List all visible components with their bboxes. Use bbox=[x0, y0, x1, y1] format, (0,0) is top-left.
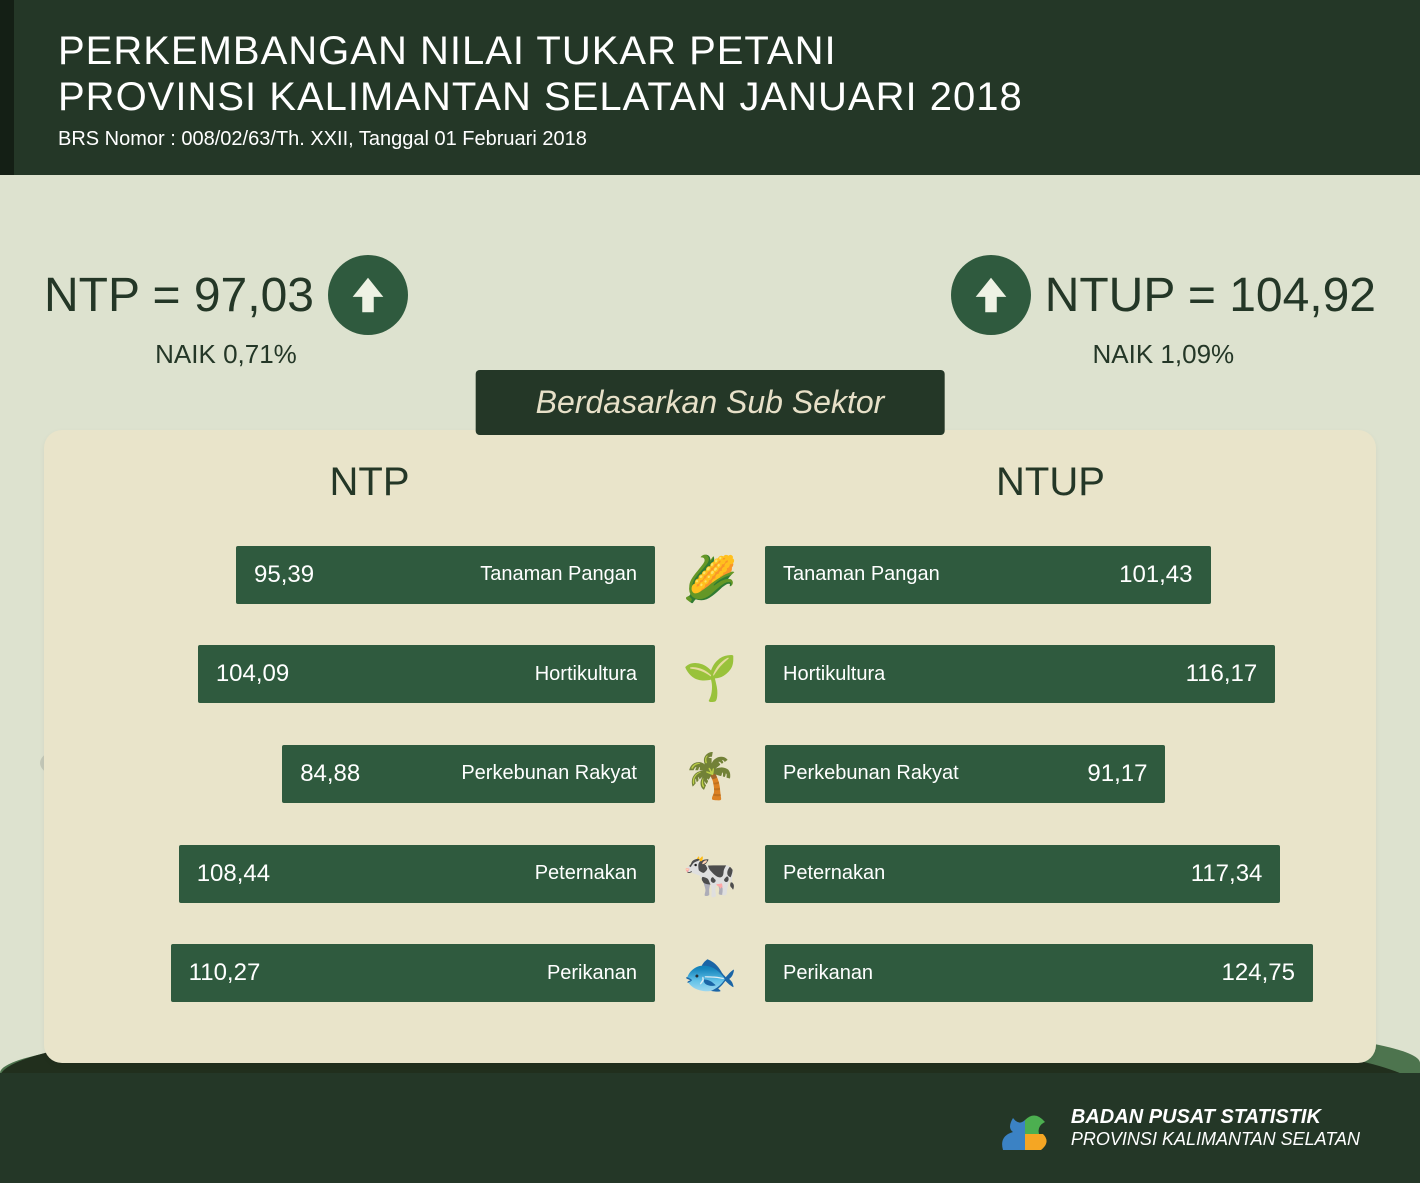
bars-ntp: 95,39 Tanaman Pangan 104,09 Hortikultura 84,… bbox=[84, 525, 655, 1023]
ntp-value: 110,27 bbox=[189, 959, 261, 987]
title: PERKEMBANGAN NILAI TUKAR PETANI PROVINSI… bbox=[58, 28, 1376, 120]
ntup-bar: Peternakan 117,34 bbox=[765, 845, 1280, 903]
ntup-value: 116,17 bbox=[1186, 660, 1258, 688]
bars-ntup: Tanaman Pangan 101,43 Hortikultura 116,17 Pe… bbox=[765, 525, 1336, 1023]
sector-icon: 🐟 bbox=[670, 945, 750, 1003]
ntup-value: 124,75 bbox=[1222, 959, 1295, 987]
sector-icon: 🌽 bbox=[670, 550, 750, 608]
ntp-value: 95,39 bbox=[254, 561, 314, 589]
subsector-panel: NTP 95,39 Tanaman Pangan 104,09 Hortikultur… bbox=[44, 430, 1376, 1063]
footer-text: BADAN PUSAT STATISTIK PROVINSI KALIMANTA… bbox=[1071, 1105, 1360, 1151]
ntup-bar: Perikanan 124,75 bbox=[765, 944, 1313, 1002]
ntp-bar: 104,09 Hortikultura bbox=[198, 645, 655, 703]
ntp-value: 108,44 bbox=[197, 860, 270, 888]
col-ntup-title: NTUP bbox=[765, 460, 1336, 505]
ntup-label: Tanaman Pangan bbox=[783, 563, 940, 586]
col-ntp: NTP 95,39 Tanaman Pangan 104,09 Hortikultur… bbox=[84, 460, 655, 1023]
kpi-ntp-change: NAIK 0,71% bbox=[44, 339, 408, 370]
col-ntup: NTUP Tanaman Pangan 101,43 Hortikultura 116… bbox=[765, 460, 1336, 1023]
bar-row: Tanaman Pangan 101,43 bbox=[765, 546, 1336, 604]
title-line-1: PERKEMBANGAN NILAI TUKAR PETANI bbox=[58, 29, 837, 73]
ntp-bar: 110,27 Perikanan bbox=[171, 944, 655, 1002]
bar-row: Perikanan 124,75 bbox=[765, 944, 1336, 1002]
ntup-bar: Perkebunan Rakyat 91,17 bbox=[765, 745, 1165, 803]
title-line-2: PROVINSI KALIMANTAN SELATAN JANUARI 2018 bbox=[58, 75, 1023, 119]
ntp-label: Hortikultura bbox=[535, 663, 637, 686]
header: PERKEMBANGAN NILAI TUKAR PETANI PROVINSI… bbox=[0, 0, 1420, 175]
footer-line-2: PROVINSI KALIMANTAN SELATAN bbox=[1071, 1129, 1360, 1151]
ntp-bar: 84,88 Perkebunan Rakyat bbox=[282, 745, 655, 803]
ntp-label: Perkebunan Rakyat bbox=[461, 762, 637, 785]
kpi-ntup-value: NTUP = 104,92 bbox=[1045, 268, 1376, 323]
ntp-label: Peternakan bbox=[535, 862, 637, 885]
ntup-label: Perikanan bbox=[783, 962, 873, 985]
ntp-value: 104,09 bbox=[216, 660, 289, 688]
ntup-label: Perkebunan Rakyat bbox=[783, 762, 959, 785]
kpi-row: NTP = 97,03 NAIK 0,71% NTUP = 104,92 NAI… bbox=[0, 175, 1420, 370]
bar-row: Perkebunan Rakyat 91,17 bbox=[765, 745, 1336, 803]
ntup-bar: Tanaman Pangan 101,43 bbox=[765, 546, 1211, 604]
ntup-label: Peternakan bbox=[783, 862, 885, 885]
arrow-up-icon bbox=[951, 255, 1031, 335]
ntp-label: Perikanan bbox=[547, 962, 637, 985]
footer: BADAN PUSAT STATISTIK PROVINSI KALIMANTA… bbox=[0, 1073, 1420, 1183]
bar-row: 110,27 Perikanan bbox=[84, 944, 655, 1002]
col-ntp-title: NTP bbox=[84, 460, 655, 505]
bar-row: 108,44 Peternakan bbox=[84, 845, 655, 903]
ntp-bar: 95,39 Tanaman Pangan bbox=[236, 546, 655, 604]
bar-row: Hortikultura 116,17 bbox=[765, 645, 1336, 703]
ntup-value: 91,17 bbox=[1087, 760, 1147, 788]
ntup-value: 101,43 bbox=[1119, 561, 1192, 589]
ntup-bar: Hortikultura 116,17 bbox=[765, 645, 1275, 703]
ntp-label: Tanaman Pangan bbox=[480, 563, 637, 586]
ntp-bar: 108,44 Peternakan bbox=[179, 845, 655, 903]
bps-logo-icon bbox=[995, 1098, 1055, 1158]
kpi-ntp-value: NTP = 97,03 bbox=[44, 268, 314, 323]
section-title-wrap: Berdasarkan Sub Sektor bbox=[476, 370, 945, 435]
subtitle: BRS Nomor : 008/02/63/Th. XXII, Tanggal … bbox=[58, 128, 1376, 151]
ntp-value: 84,88 bbox=[300, 760, 360, 788]
sector-icon: 🐄 bbox=[670, 846, 750, 904]
sector-icon: 🌱 bbox=[670, 649, 750, 707]
bar-row: Peternakan 117,34 bbox=[765, 845, 1336, 903]
bar-row: 104,09 Hortikultura bbox=[84, 645, 655, 703]
bar-row: 84,88 Perkebunan Rakyat bbox=[84, 745, 655, 803]
sector-icon: 🌴 bbox=[670, 747, 750, 805]
kpi-ntup-change: NAIK 1,09% bbox=[951, 339, 1376, 370]
ntup-label: Hortikultura bbox=[783, 663, 885, 686]
kpi-ntp: NTP = 97,03 NAIK 0,71% bbox=[44, 255, 408, 370]
kpi-ntup: NTUP = 104,92 NAIK 1,09% bbox=[951, 255, 1376, 370]
arrow-up-icon bbox=[328, 255, 408, 335]
icon-strip: 🌽 🌱 🌴 🐄 🐟 bbox=[655, 460, 765, 1023]
footer-line-1: BADAN PUSAT STATISTIK bbox=[1071, 1105, 1360, 1129]
ntup-value: 117,34 bbox=[1191, 860, 1263, 888]
section-title: Berdasarkan Sub Sektor bbox=[476, 370, 945, 435]
bar-row: 95,39 Tanaman Pangan bbox=[84, 546, 655, 604]
